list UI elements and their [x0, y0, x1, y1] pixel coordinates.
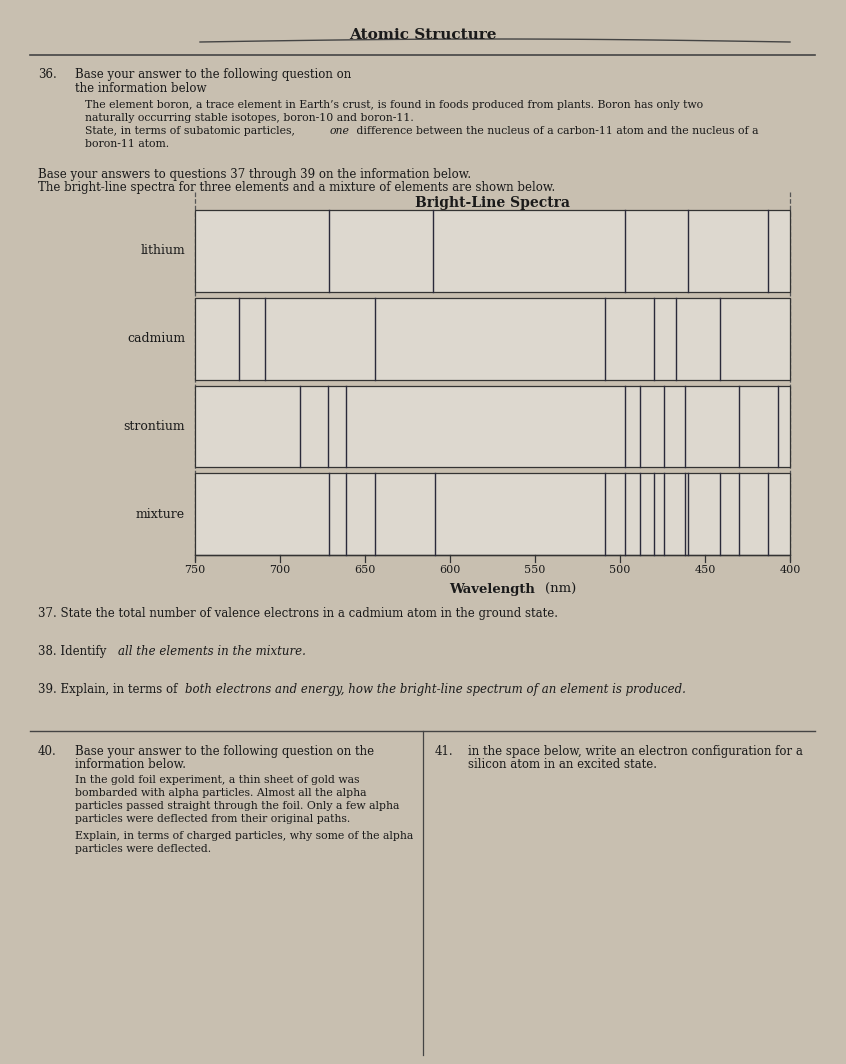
Text: difference between the nucleus of a carbon-11 atom and the nucleus of a: difference between the nucleus of a carb…: [353, 126, 759, 136]
Text: 38. Identify: 38. Identify: [38, 645, 110, 658]
Text: 41.: 41.: [435, 745, 453, 758]
Text: bombarded with alpha particles. Almost all the alpha: bombarded with alpha particles. Almost a…: [75, 788, 366, 798]
Text: naturally occurring stable isotopes, boron-10 and boron-11.: naturally occurring stable isotopes, bor…: [85, 113, 414, 123]
Text: Explain, in terms of charged particles, why some of the alpha: Explain, in terms of charged particles, …: [75, 831, 413, 841]
Text: particles passed straight through the foil. Only a few alpha: particles passed straight through the fo…: [75, 801, 399, 811]
Text: In the gold foil experiment, a thin sheet of gold was: In the gold foil experiment, a thin shee…: [75, 775, 360, 785]
Text: 37. State the total number of valence electrons in a cadmium atom in the ground : 37. State the total number of valence el…: [38, 606, 558, 620]
Text: lithium: lithium: [140, 245, 185, 257]
Text: the information below: the information below: [75, 82, 206, 95]
Text: in the space below, write an electron configuration for a: in the space below, write an electron co…: [468, 745, 803, 758]
Text: mixture: mixture: [136, 508, 185, 520]
Text: State, in terms of subatomic particles,: State, in terms of subatomic particles,: [85, 126, 299, 136]
Text: particles were deflected.: particles were deflected.: [75, 844, 212, 854]
Text: Base your answers to questions 37 through 39 on the information below.: Base your answers to questions 37 throug…: [38, 168, 471, 181]
Text: particles were deflected from their original paths.: particles were deflected from their orig…: [75, 814, 350, 824]
Text: The element boron, a trace element in Earth’s crust, is found in foods produced : The element boron, a trace element in Ea…: [85, 100, 703, 110]
Text: (nm): (nm): [545, 583, 576, 596]
Bar: [195, 298, 790, 380]
Text: Wavelength: Wavelength: [449, 583, 536, 596]
Text: The bright-line spectra for three elements and a mixture of elements are shown b: The bright-line spectra for three elemen…: [38, 181, 555, 194]
Text: information below.: information below.: [75, 758, 186, 771]
Text: 39. Explain, in terms of: 39. Explain, in terms of: [38, 683, 181, 696]
Text: cadmium: cadmium: [127, 332, 185, 345]
Text: 36.: 36.: [38, 68, 57, 81]
Text: 600: 600: [439, 565, 461, 575]
Text: Atomic Structure: Atomic Structure: [349, 28, 497, 41]
Text: all the elements in the mixture.: all the elements in the mixture.: [118, 645, 306, 658]
Text: 500: 500: [609, 565, 630, 575]
Text: strontium: strontium: [124, 420, 185, 433]
Bar: [195, 385, 790, 467]
Text: 400: 400: [779, 565, 800, 575]
Text: one: one: [330, 126, 350, 136]
Text: 650: 650: [354, 565, 376, 575]
Text: 750: 750: [184, 565, 206, 575]
Text: Base your answer to the following question on the: Base your answer to the following questi…: [75, 745, 374, 758]
Text: silicon atom in an excited state.: silicon atom in an excited state.: [468, 758, 657, 771]
Bar: [195, 210, 790, 292]
Text: Base your answer to the following question on: Base your answer to the following questi…: [75, 68, 351, 81]
Text: Bright-Line Spectra: Bright-Line Spectra: [415, 196, 570, 210]
Text: 40.: 40.: [38, 745, 57, 758]
Bar: [195, 473, 790, 555]
Text: 700: 700: [269, 565, 291, 575]
Text: 550: 550: [525, 565, 546, 575]
Text: boron-11 atom.: boron-11 atom.: [85, 139, 169, 149]
Text: both electrons and energy, how the bright-line spectrum of an element is produce: both electrons and energy, how the brigh…: [185, 683, 686, 696]
Text: 450: 450: [695, 565, 716, 575]
